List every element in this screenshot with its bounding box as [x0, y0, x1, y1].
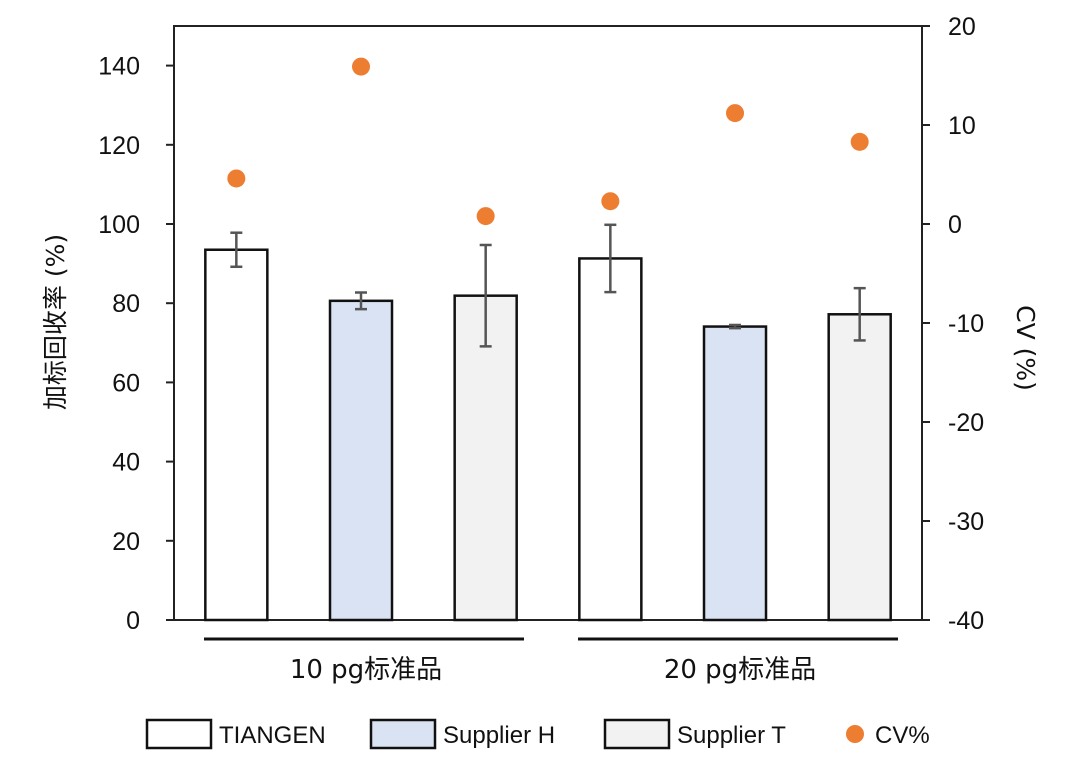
- y-tick-label: 20: [112, 528, 140, 556]
- cv-point: [352, 57, 371, 76]
- legend-swatch: [369, 718, 437, 750]
- bar: [827, 313, 892, 622]
- cv-point: [850, 132, 869, 151]
- legend-label: Supplier H: [443, 722, 555, 749]
- legend-swatch: [603, 718, 671, 750]
- legend-swatch: [145, 718, 213, 750]
- group-label: 10 pg标准品: [290, 655, 442, 685]
- y-tick-label: 60: [112, 369, 140, 397]
- cv-point: [726, 104, 745, 123]
- legend-label: Supplier T: [677, 722, 786, 749]
- bar: [453, 294, 518, 622]
- bar: [204, 248, 269, 622]
- y-tick-label: 140: [98, 53, 140, 81]
- y-tick-label: 0: [126, 607, 140, 635]
- cv-points: [227, 57, 869, 226]
- y2-tick-label: -10: [948, 310, 984, 338]
- cv-point: [601, 192, 620, 211]
- legend-label: CV%: [875, 722, 930, 749]
- cv-point: [227, 169, 246, 188]
- y2-tick-label: -30: [948, 508, 984, 536]
- y2-tick-label: 10: [948, 112, 976, 140]
- y-tick-label: 80: [112, 290, 140, 318]
- y2-tick-label: -20: [948, 409, 984, 437]
- right-axis: -40 -30 -20 -10 0 10 20: [922, 13, 984, 635]
- y-tick-label: 100: [98, 211, 140, 239]
- y-axis-title: 加标回收率 (%): [41, 234, 70, 410]
- bars: [204, 248, 892, 622]
- y2-axis-title: CV (%): [1011, 305, 1040, 391]
- cv-point: [476, 207, 495, 226]
- bar: [702, 325, 768, 622]
- y2-tick-label: 20: [948, 13, 976, 41]
- bar: [578, 257, 643, 622]
- legend-dot: [846, 725, 864, 743]
- y2-tick-label: 0: [948, 211, 962, 239]
- category-groups: 10 pg标准品 20 pg标准品: [204, 637, 898, 685]
- y-tick-label: 120: [98, 132, 140, 160]
- plot-frame: [173, 25, 923, 621]
- left-axis: 0 20 40 60 80 100 120 140: [98, 53, 174, 635]
- legend: TIANGEN Supplier H Supplier T CV%: [145, 718, 930, 750]
- legend-label: TIANGEN: [219, 722, 326, 749]
- y-tick-label: 40: [112, 449, 140, 477]
- group-label: 20 pg标准品: [664, 655, 816, 685]
- y2-tick-label: -40: [948, 607, 984, 635]
- plot-area-border: [173, 25, 923, 621]
- bar: [328, 299, 394, 622]
- error-bars: [230, 223, 866, 348]
